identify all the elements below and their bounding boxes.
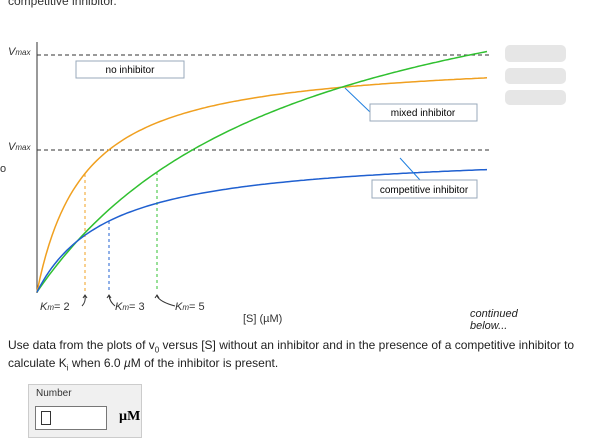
- label-box: [369, 103, 478, 122]
- v: V: [8, 141, 17, 153]
- sub: 0: [154, 345, 160, 355]
- placeholder: [505, 45, 566, 62]
- continued-note: continued below...: [470, 308, 518, 332]
- mu: µ: [123, 356, 131, 370]
- curve: [36, 50, 488, 293]
- rest: = 2: [54, 301, 70, 313]
- axis-cut: o: [0, 163, 6, 175]
- rest: = 5: [189, 301, 205, 313]
- sub: m: [182, 303, 189, 312]
- text: versus [S] without an inhibitor and in t…: [159, 338, 575, 352]
- cursor-box: [41, 411, 51, 425]
- line: below...: [470, 320, 508, 332]
- unit: µM: [119, 409, 141, 424]
- text: when 6.0: [68, 356, 124, 370]
- km-label: Km= 5: [175, 301, 205, 313]
- curve: [36, 168, 488, 293]
- curve-label: mixed inhibitor: [391, 108, 456, 119]
- placeholder: [505, 90, 566, 105]
- vmax-label: Vmax: [8, 46, 31, 58]
- km-labels: Km= 2 Km= 3 Km= 5: [40, 301, 205, 313]
- answer-panel: Number µM: [28, 384, 142, 438]
- curve-label: competitive inhibitor: [380, 185, 469, 196]
- vmax-label: Vmax: [8, 141, 31, 153]
- arrow: [81, 294, 88, 307]
- pointer: [344, 87, 371, 113]
- cut-text: competitive inhibitor.: [8, 0, 117, 8]
- rest: = 3: [129, 301, 145, 313]
- text: Use data from the plots of v: [8, 338, 155, 352]
- x-axis-label: [S] (µM): [243, 313, 282, 325]
- sub: max: [15, 143, 31, 152]
- pointer: [399, 157, 421, 181]
- sub: m: [122, 303, 129, 312]
- label-box: [75, 60, 185, 79]
- k: K: [175, 301, 183, 313]
- v: V: [8, 46, 17, 58]
- arrow: [154, 294, 176, 307]
- question-line: Use data from the plots of v0 versus [S]…: [8, 338, 574, 354]
- line: continued: [470, 308, 518, 320]
- k: K: [115, 301, 123, 313]
- answer-label: Number: [36, 388, 72, 399]
- arrow: [106, 294, 116, 307]
- label-box: [371, 179, 478, 199]
- curve: [36, 77, 488, 293]
- k: K: [40, 301, 48, 313]
- sub: i: [66, 363, 69, 373]
- km-label: Km= 2: [40, 301, 70, 313]
- text: M of the inhibitor is present.: [130, 356, 279, 370]
- number-input[interactable]: [35, 406, 107, 430]
- placeholder: [505, 68, 566, 84]
- plot: Vmax Vmax o no inhibitor mixed inhibitor…: [0, 42, 566, 325]
- curve-label: no inhibitor: [106, 65, 156, 76]
- question-line: calculate Ki when 6.0 µM of the inhibito…: [8, 356, 278, 372]
- km-label: Km= 3: [115, 301, 145, 313]
- sub: m: [47, 303, 54, 312]
- text: calculate K: [8, 356, 67, 370]
- sub: max: [15, 48, 31, 57]
